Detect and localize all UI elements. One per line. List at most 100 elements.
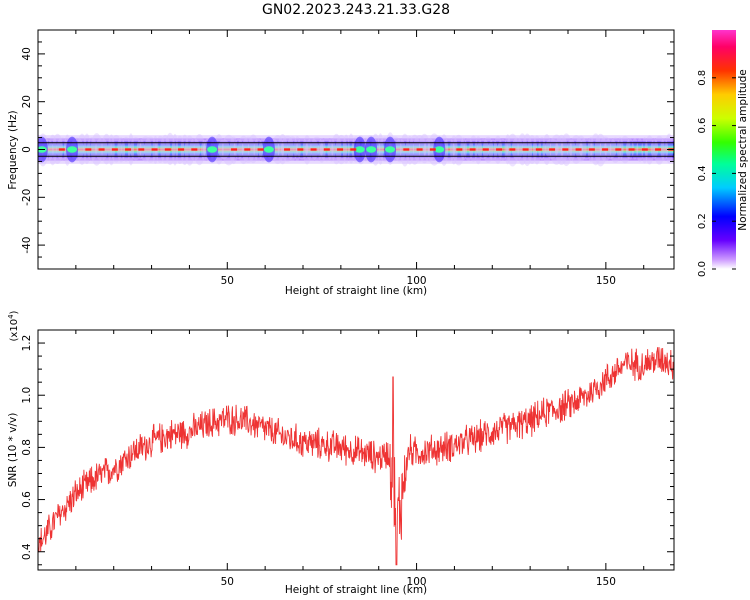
band-peak <box>111 148 118 151</box>
band-peak <box>522 148 529 151</box>
band-peak <box>164 148 171 151</box>
band-halo <box>488 139 498 161</box>
colorbar-tick-label: 0.4 <box>697 165 708 181</box>
band-halo <box>594 133 607 167</box>
snr-series-line <box>38 347 674 566</box>
band-peak <box>416 148 423 151</box>
band-peak <box>509 148 516 151</box>
band-peak <box>98 148 105 151</box>
band-halo <box>566 139 576 161</box>
band-disturbance-core <box>366 146 377 153</box>
band-peak <box>257 148 264 151</box>
band-halo <box>590 133 602 166</box>
snr-frame <box>37 329 675 571</box>
band-peak <box>496 148 503 151</box>
spectrogram-xlabel: Height of straight line (km) <box>285 285 427 297</box>
band-peak <box>231 148 238 151</box>
band-peak <box>323 148 330 151</box>
x-tick-label: 50 <box>221 576 234 588</box>
spectral-band <box>38 132 674 167</box>
band-peak <box>151 148 158 151</box>
band-disturbance-core <box>354 146 365 153</box>
band-halo <box>474 136 483 165</box>
y-tick-label: 1.2 <box>21 335 33 352</box>
y-tick-label: 0 <box>21 146 33 153</box>
band-halo <box>517 133 528 166</box>
y-tick-label: 1.0 <box>21 387 33 404</box>
band-peak <box>429 148 436 151</box>
band-peak <box>469 148 476 151</box>
band-halo <box>504 134 511 165</box>
band-peak <box>641 148 648 151</box>
band-halo <box>463 137 474 161</box>
band-halo <box>650 138 659 159</box>
y-tick-label: 0.8 <box>21 439 33 456</box>
band-halo <box>377 133 384 165</box>
band-halo <box>631 138 639 160</box>
band-halo <box>107 134 115 166</box>
band-halo <box>77 133 87 165</box>
colorbar-tick-label: 0.2 <box>697 213 708 229</box>
colorbar-label: Normalized spectral amplitude <box>737 69 749 230</box>
band-peak <box>482 148 489 151</box>
colorbar-tick-label: 0.0 <box>697 261 708 277</box>
snr-axes: 50 100 150 0.4 0.6 0.8 1.0 1.2 <box>21 330 674 588</box>
band-peak <box>310 148 317 151</box>
band-peak <box>403 148 410 151</box>
x-tick-label: 150 <box>596 275 616 287</box>
band-peak <box>628 148 635 151</box>
band-peak <box>284 148 291 151</box>
band-peak <box>244 148 251 151</box>
band-peak <box>456 148 463 151</box>
snr-ylabel: SNR (10 * v/v) <box>7 413 19 488</box>
band-peak <box>350 148 357 151</box>
band-peak <box>191 148 198 151</box>
band-halo <box>90 133 103 166</box>
band-peak <box>602 148 609 151</box>
x-tick-label: 100 <box>407 576 427 588</box>
spectrogram-axes: 50 100 150 -40 -20 0 20 40 <box>21 29 674 287</box>
y-tick-label: -40 <box>21 237 33 254</box>
colorbar: 0.0 0.2 0.4 0.6 0.8 Normalized spectral ampl… <box>697 30 749 277</box>
band-halo <box>409 134 421 165</box>
band-peak <box>655 148 662 151</box>
band-halo <box>200 139 208 161</box>
band-peak <box>178 148 185 151</box>
x-tick-label: 50 <box>221 275 234 287</box>
band-halo <box>578 137 593 160</box>
snr-panel: 50 100 150 0.4 0.6 0.8 1.0 1.2 Height of straig… <box>7 310 675 596</box>
band-disturbance-core <box>67 146 78 153</box>
band-halo <box>193 134 206 166</box>
spectrogram-ylabel: Frequency (Hz) <box>7 110 19 189</box>
band-peak <box>125 148 132 151</box>
band-halo <box>497 138 508 161</box>
band-peak <box>588 148 595 151</box>
colorbar-ticks: 0.0 0.2 0.4 0.6 0.8 <box>697 70 736 277</box>
band-disturbance-core <box>385 146 396 153</box>
band-halo <box>327 138 336 162</box>
band-disturbance-core <box>207 146 218 153</box>
band-halo <box>549 134 564 165</box>
band-peak <box>535 148 542 151</box>
band-peak <box>549 148 556 151</box>
band-peak <box>58 148 65 151</box>
band-peak <box>138 148 145 151</box>
x-tick-label: 150 <box>596 576 616 588</box>
band-peak <box>615 148 622 151</box>
y-tick-label: 40 <box>21 47 33 60</box>
colorbar-tick-label: 0.6 <box>697 118 708 134</box>
band-halo <box>171 133 179 166</box>
figure-title: GN02.2023.243.21.33.G28 <box>262 2 450 18</box>
band-disturbance-core <box>434 146 445 153</box>
band-disturbance-core <box>263 146 274 153</box>
colorbar-tick-label: 0.8 <box>697 70 708 86</box>
snr-yscale-label: (x104) <box>7 310 20 341</box>
band-halo <box>86 137 97 162</box>
x-tick-label: 100 <box>407 275 427 287</box>
y-tick-label: 20 <box>21 95 33 108</box>
band-halo <box>218 139 230 160</box>
band-peak <box>575 148 582 151</box>
y-tick-label: 0.4 <box>21 543 33 560</box>
band-peak <box>562 148 569 151</box>
